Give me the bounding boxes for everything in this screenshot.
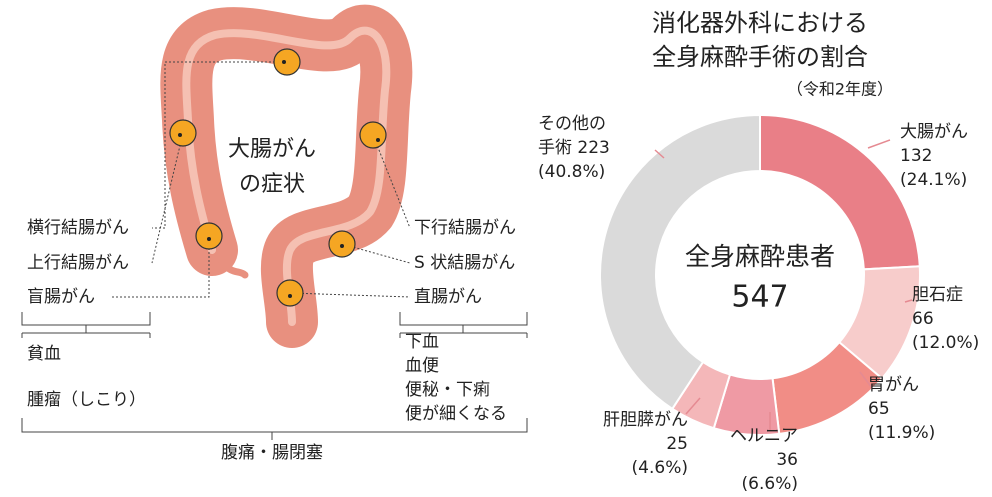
category-name: 胃がん: [868, 375, 919, 395]
symptom-common: 腹痛・腸閉塞: [221, 443, 323, 463]
category-name: 胆石症: [912, 285, 963, 305]
center-label: 全身麻酔患者: [685, 242, 835, 271]
diagram-title: 大腸がん: [228, 137, 316, 162]
site-label: 直腸がん: [414, 287, 482, 307]
category-name: 大腸がん: [900, 122, 968, 142]
value-label: 65: [868, 399, 890, 419]
value-label: 223: [577, 138, 609, 158]
symptom: 便が細くなる: [405, 404, 507, 424]
slice-label: その他の手術 223(40.8%): [538, 112, 614, 184]
site-label: 横行結腸がん: [27, 218, 129, 238]
site-label: 上行結腸がん: [27, 253, 129, 273]
site-label: 盲腸がん: [27, 287, 95, 307]
site-label: S 状結腸がん: [414, 253, 515, 273]
percent-label: (4.6%): [632, 458, 688, 478]
symptom: 便秘・下痢: [405, 380, 490, 400]
symptom: 腫瘤（しこり）: [27, 390, 146, 410]
page: 大腸がん の症状 横行結腸がん 上行結腸がん 盲腸がん 下行結腸がん S 状結腸…: [0, 0, 992, 497]
category-name: ヘルニア: [730, 426, 798, 446]
chart-subtitle: （令和2年度）: [787, 80, 893, 99]
symptom: 貧血: [27, 344, 61, 364]
slice-label: 大腸がん 132 (24.1%): [900, 120, 968, 192]
value-label: 66: [912, 309, 934, 329]
diagram-title: の症状: [239, 172, 305, 197]
percent-label: (11.9%): [868, 423, 935, 443]
slice-label: 胆石症 66 (12.0%): [912, 283, 979, 355]
percent-label: (40.8%): [538, 162, 605, 182]
slice-label: 胃がん 65 (11.9%): [868, 373, 935, 445]
site-label: 下行結腸がん: [414, 218, 516, 238]
percent-label: (24.1%): [900, 170, 967, 190]
value-label: 36: [776, 450, 798, 470]
slice-label: 肝胆膵がん 25 (4.6%): [578, 408, 688, 480]
leader-line: [868, 140, 890, 148]
value-label: 132: [900, 146, 932, 166]
symptom: 血便: [405, 356, 439, 376]
figure: 大腸がん の症状 横行結腸がん 上行結腸がん 盲腸がん 下行結腸がん S 状結腸…: [0, 0, 992, 497]
symptom: 下血: [405, 332, 439, 352]
chart-title: 全身麻酔手術の割合: [652, 43, 868, 71]
center-total: 547: [731, 280, 788, 315]
percent-label: (12.0%): [912, 333, 979, 353]
chart-title: 消化器外科における: [652, 9, 868, 37]
category-name: 肝胆膵がん: [603, 410, 688, 430]
slice-label: ヘルニア 36 (6.6%): [690, 424, 798, 496]
percent-label: (6.6%): [742, 474, 798, 494]
value-label: 25: [666, 434, 688, 454]
